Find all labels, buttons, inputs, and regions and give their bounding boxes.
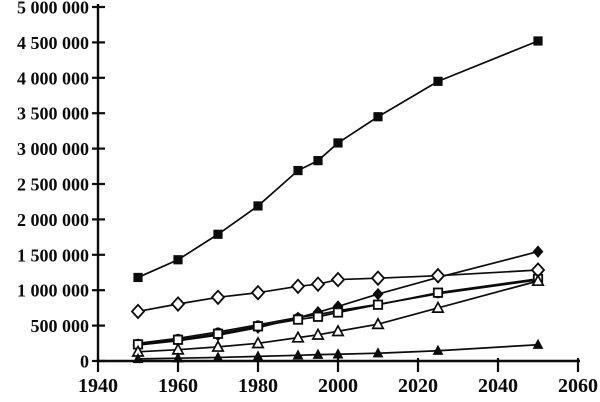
x-tick-label: 2020: [398, 375, 438, 397]
y-tick-label: 4 000 000: [17, 68, 89, 88]
filled-triangle-marker: [532, 338, 544, 349]
series-filled-square-line: [137, 40, 539, 279]
open-triangle-marker: [211, 339, 225, 352]
open-diamond-marker: [330, 271, 346, 288]
filled-triangle-marker: [212, 351, 224, 362]
filled-triangle-marker: [132, 352, 144, 364]
open-triangle-marker: [331, 324, 345, 337]
open-square-marker: [372, 299, 384, 310]
series-filled-triangle-line: [137, 343, 539, 360]
open-triangle-marker: [531, 273, 545, 287]
open-triangle-marker: [431, 300, 445, 313]
open-square-marker: [212, 328, 224, 339]
y-tick-label: 500 000: [31, 316, 90, 336]
open-diamond-marker: [130, 303, 146, 320]
filled-triangle-marker: [312, 348, 324, 359]
filled-square-marker: [213, 229, 223, 239]
filled-triangle-marker: [432, 344, 444, 355]
y-tick-label: 0: [80, 352, 89, 372]
open-square-marker: [432, 287, 444, 298]
y-tick-label: 3 500 000: [17, 104, 89, 124]
filled-triangle-marker: [252, 350, 264, 361]
filled-diamond-marker: [332, 300, 344, 313]
open-diamond-marker: [370, 270, 386, 287]
y-tick-label: 1 500 000: [17, 245, 89, 265]
y-tick-label: 5 000 000: [17, 0, 89, 18]
open-diamond-marker: [170, 296, 186, 312]
x-tick-label: 2000: [318, 375, 358, 397]
series-open-triangle-line: [137, 280, 539, 353]
filled-square-marker: [333, 138, 343, 148]
filled-square-marker: [173, 255, 183, 265]
open-diamond-marker: [250, 284, 266, 301]
open-diamond-marker: [310, 276, 326, 293]
filled-square-marker: [293, 165, 303, 176]
filled-diamond-marker: [372, 287, 384, 301]
filled-square-marker: [133, 272, 143, 283]
filled-square-marker: [313, 156, 323, 166]
y-tick-label: 2 500 000: [17, 175, 89, 195]
filled-square-marker: [533, 36, 543, 46]
open-diamond-marker: [210, 289, 226, 306]
x-tick-label: 1980: [238, 375, 278, 397]
open-square-marker: [292, 314, 304, 325]
y-tick-label: 3 000 000: [17, 139, 89, 159]
filled-triangle-marker: [292, 349, 304, 360]
open-square-marker: [252, 321, 264, 332]
y-tick-label: 1 000 000: [17, 281, 89, 301]
filled-square-marker: [253, 201, 263, 211]
filled-square-marker: [433, 76, 443, 86]
open-square-marker: [332, 307, 344, 318]
y-tick-label: 2 000 000: [17, 210, 89, 230]
series-filled-diamond-line: [137, 250, 539, 346]
filled-diamond-marker: [532, 245, 544, 258]
series-open-square-line: [137, 278, 539, 346]
series-open-diamond-line: [137, 269, 539, 313]
filled-triangle-marker: [372, 347, 384, 358]
open-triangle-marker: [251, 336, 265, 349]
x-tick-label: 1960: [158, 375, 198, 397]
open-triangle-marker: [311, 327, 325, 340]
y-tick-label: 4 500 000: [17, 33, 89, 53]
open-square-marker: [312, 311, 324, 322]
x-tick-label: 1940: [78, 375, 118, 397]
filled-square-marker: [373, 112, 383, 122]
x-tick-label: 2040: [478, 375, 518, 397]
filled-triangle-marker: [332, 348, 344, 359]
filled-triangle-marker: [172, 352, 184, 363]
open-diamond-marker: [290, 278, 306, 295]
open-triangle-marker: [291, 330, 305, 343]
x-tick-label: 2060: [558, 375, 598, 397]
open-diamond-marker: [430, 267, 446, 284]
open-triangle-marker: [371, 316, 385, 330]
